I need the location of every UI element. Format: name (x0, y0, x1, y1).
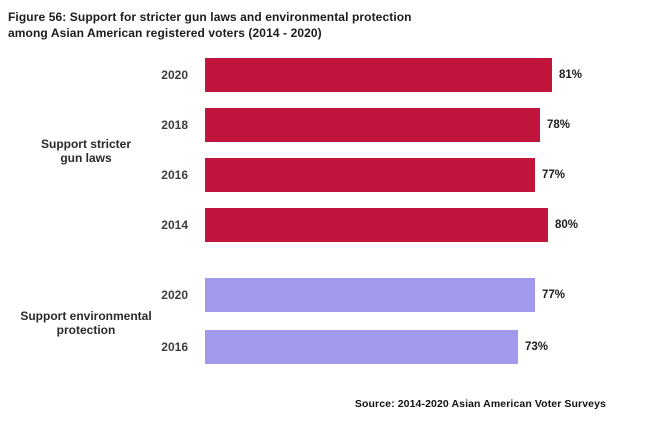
year-label: 2016 (161, 340, 188, 354)
value-label: 78% (547, 119, 571, 131)
bar-2014-gun-laws (205, 208, 548, 242)
value-label: 77% (542, 169, 566, 181)
year-label: 2020 (161, 288, 188, 302)
bar-2016-gun-laws (205, 158, 535, 192)
chart-title-line1: Figure 56: Support for stricter gun laws… (8, 10, 412, 24)
year-label: 2016 (161, 168, 188, 182)
bar-2020-environment (205, 278, 535, 312)
chart-title: Figure 56: Support for stricter gun laws… (8, 9, 412, 41)
value-label: 73% (525, 341, 549, 353)
bar-2020-gun-laws (205, 58, 552, 92)
value-label: 77% (542, 289, 566, 301)
year-label: 2014 (161, 218, 188, 232)
chart-title-line2: among Asian American registered voters (… (8, 26, 322, 40)
source-note: Source: 2014-2020 Asian American Voter S… (354, 398, 606, 410)
group-label-line: protection (56, 323, 116, 337)
value-label: 80% (555, 219, 579, 231)
bar-2018-gun-laws (205, 108, 540, 142)
group-label-line: Support stricter (40, 137, 131, 151)
bar-2016-environment (205, 330, 518, 364)
year-label: 2018 (161, 118, 188, 132)
value-label: 81% (559, 69, 583, 81)
group-label-line: Support environmental (20, 309, 152, 323)
group-label-gun-laws: Support stricter gun laws (10, 137, 162, 165)
year-label: 2020 (161, 68, 188, 82)
group-label-line: gun laws (60, 151, 112, 165)
group-label-environment: Support environmental protection (10, 309, 162, 337)
